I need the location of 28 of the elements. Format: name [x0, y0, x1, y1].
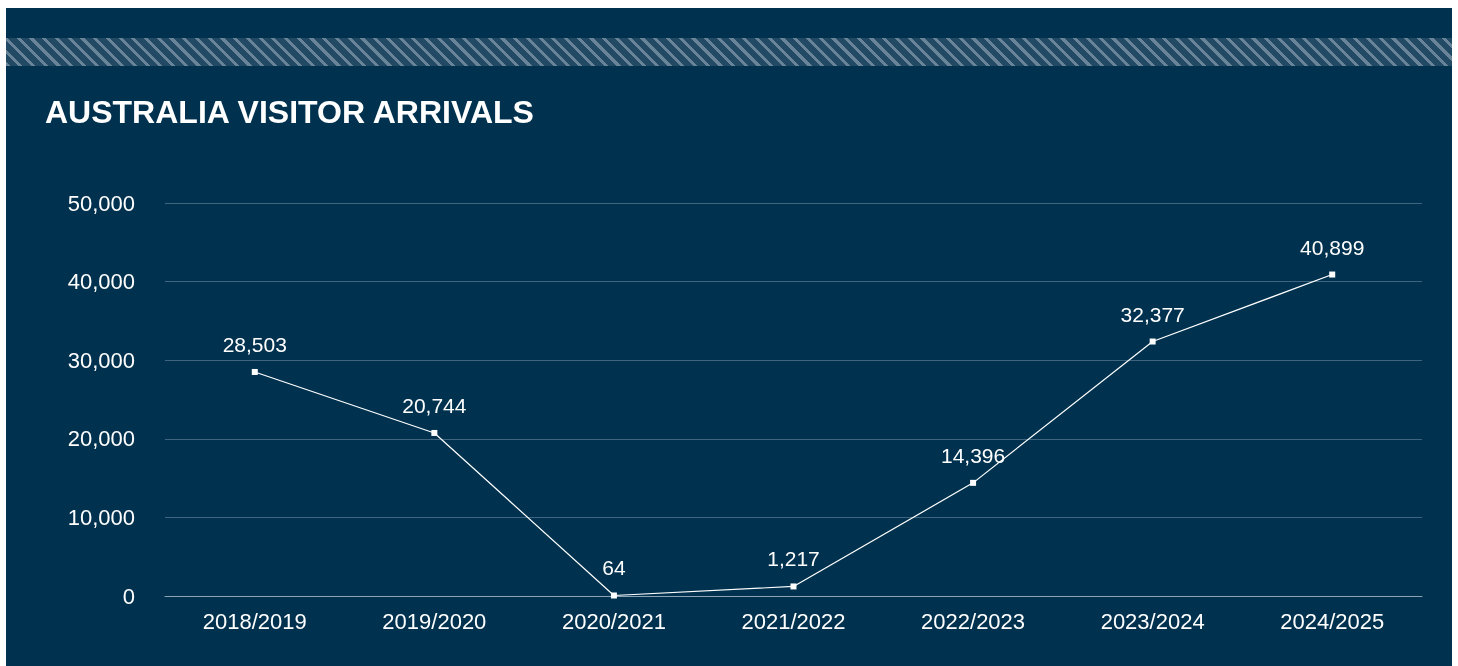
y-tick-label: 10,000 [67, 504, 135, 530]
point [1329, 271, 1336, 278]
data-label: 14,396 [940, 443, 1006, 467]
x-tick-label: 2019/2020 [382, 608, 487, 634]
data-label: 64 [602, 556, 626, 580]
x-tick-label: 2023/2024 [1100, 608, 1205, 634]
x-tick-label: 2022/2023 [921, 608, 1026, 634]
x-tick-label: 2021/2022 [741, 608, 846, 634]
point [970, 479, 977, 486]
y-tick-label: 30,000 [67, 347, 135, 373]
point [251, 368, 258, 375]
data-label: 20,744 [402, 393, 467, 417]
chart-title: AUSTRALIA VISITOR ARRIVALS [45, 94, 534, 131]
data-label: 40,899 [1300, 235, 1365, 259]
x-tick-label: 2024/2025 [1280, 608, 1385, 634]
data-label: 1,217 [767, 547, 820, 571]
y-tick-label: 20,000 [67, 426, 135, 452]
point [610, 592, 617, 599]
x-tick-label: 2018/2019 [202, 608, 307, 634]
y-tick-label: 50,000 [67, 190, 135, 216]
y-tick-label: 0 [122, 583, 135, 609]
point [431, 429, 438, 436]
point [790, 583, 797, 590]
data-label: 32,377 [1120, 302, 1185, 326]
x-tick-label: 2020/2021 [561, 608, 666, 634]
point [1149, 338, 1156, 345]
data-label: 28,503 [222, 332, 287, 356]
y-tick-label: 40,000 [67, 269, 135, 295]
